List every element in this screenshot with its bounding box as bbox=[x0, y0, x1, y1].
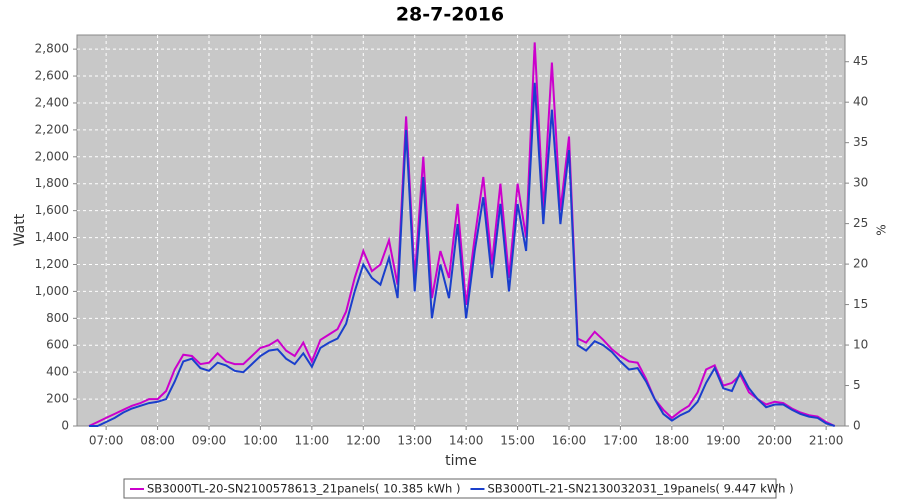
x-tick-label: 16:00 bbox=[552, 434, 587, 448]
y2-tick-label: 10 bbox=[853, 338, 868, 352]
x-tick-label: 12:00 bbox=[346, 434, 381, 448]
x-tick-label: 17:00 bbox=[603, 434, 638, 448]
legend bbox=[123, 478, 777, 499]
y-tick-label: 2,600 bbox=[35, 69, 69, 83]
x-tick-label: 08:00 bbox=[140, 434, 175, 448]
y2-tick-label: 5 bbox=[853, 378, 861, 392]
x-tick-label: 13:00 bbox=[397, 434, 432, 448]
y2-tick-label: 40 bbox=[853, 95, 868, 109]
y2-axis-label: % bbox=[875, 224, 889, 235]
x-tick-label: 18:00 bbox=[655, 434, 690, 448]
y-tick-label: 800 bbox=[46, 311, 69, 325]
legend-label: SB3000TL-20-SN2100578613_21panels( 10.38… bbox=[147, 482, 460, 496]
y-axis-label: Watt bbox=[12, 213, 28, 246]
y-tick-label: 2,800 bbox=[35, 42, 69, 56]
x-tick-label: 15:00 bbox=[500, 434, 535, 448]
x-tick-label: 09:00 bbox=[192, 434, 227, 448]
x-tick-label: 11:00 bbox=[295, 434, 330, 448]
y2-tick-label: 45 bbox=[853, 54, 868, 68]
y-tick-label: 1,000 bbox=[35, 284, 69, 298]
y-tick-label: 1,600 bbox=[35, 203, 69, 217]
legend-label: SB3000TL-21-SN2130032031_19panels( 9.447… bbox=[487, 482, 793, 496]
y-tick-label: 0 bbox=[61, 419, 69, 433]
y2-tick-label: 30 bbox=[853, 176, 868, 190]
series-line bbox=[89, 82, 835, 427]
y2-tick-label: 15 bbox=[853, 297, 868, 311]
x-tick-label: 20:00 bbox=[757, 434, 792, 448]
chart-title: 28-7-2016 bbox=[396, 4, 504, 26]
y-tick-label: 400 bbox=[46, 365, 69, 379]
y2-tick-label: 25 bbox=[853, 216, 868, 230]
y-tick-label: 2,200 bbox=[35, 122, 69, 136]
x-tick-label: 19:00 bbox=[706, 434, 741, 448]
y-tick-label: 2,000 bbox=[35, 149, 69, 163]
y-tick-label: 1,800 bbox=[35, 176, 69, 190]
series-line bbox=[88, 42, 836, 427]
y-tick-label: 1,400 bbox=[35, 230, 69, 244]
x-tick-label: 14:00 bbox=[449, 434, 484, 448]
y-tick-label: 600 bbox=[46, 338, 69, 352]
y2-tick-label: 35 bbox=[853, 135, 868, 149]
y-tick-label: 2,400 bbox=[35, 95, 69, 109]
x-axis-label: time bbox=[445, 453, 477, 469]
plot-area bbox=[76, 34, 846, 427]
x-tick-label: 10:00 bbox=[243, 434, 278, 448]
y-tick-label: 1,200 bbox=[35, 257, 69, 271]
x-tick-label: 07:00 bbox=[89, 434, 124, 448]
x-tick-label: 21:00 bbox=[809, 434, 844, 448]
y2-tick-label: 0 bbox=[853, 419, 861, 433]
y-tick-label: 200 bbox=[46, 392, 69, 406]
y2-tick-label: 20 bbox=[853, 257, 868, 271]
